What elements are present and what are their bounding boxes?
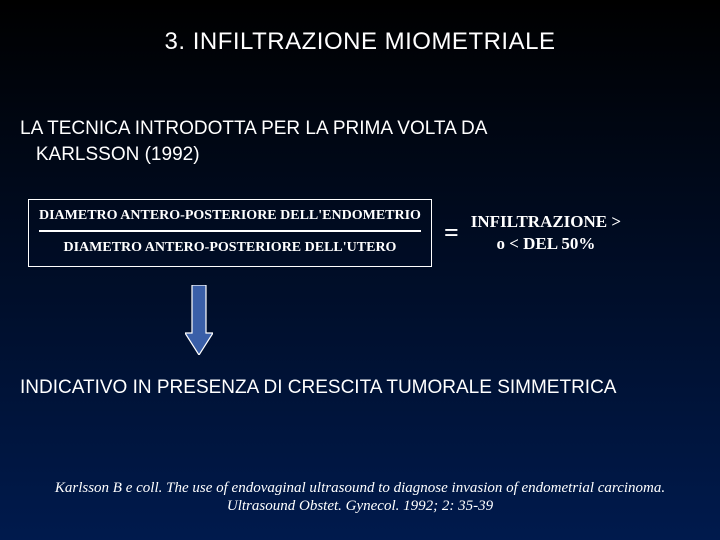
subtitle-line1: LA TECNICA INTRODOTTA PER LA PRIMA VOLTA… [20, 118, 487, 139]
subtitle: LA TECNICA INTRODOTTA PER LA PRIMA VOLTA… [0, 56, 720, 167]
note-text: INDICATIVO IN PRESENZA DI CRESCITA TUMOR… [0, 355, 720, 399]
result-line2: o < DEL 50% [496, 234, 595, 253]
formula-result: INFILTRAZIONE > o < DEL 50% [471, 211, 621, 255]
fraction-numerator: DIAMETRO ANTERO-POSTERIORE DELL'ENDOMETR… [39, 208, 421, 224]
subtitle-line2: KARLSSON (1992) [36, 144, 200, 165]
fraction-denominator: DIAMETRO ANTERO-POSTERIORE DELL'UTERO [64, 240, 397, 256]
citation: Karlsson B e coll. The use of endovagina… [0, 479, 720, 517]
down-arrow-icon [185, 285, 720, 355]
fraction-box: DIAMETRO ANTERO-POSTERIORE DELL'ENDOMETR… [28, 199, 432, 267]
fraction-line [39, 230, 421, 232]
equals-sign: = [444, 218, 459, 248]
formula-row: DIAMETRO ANTERO-POSTERIORE DELL'ENDOMETR… [0, 167, 720, 267]
citation-line2: Ultrasound Obstet. Gynecol. 1992; 2: 35-… [227, 498, 493, 514]
slide-title: 3. INFILTRAZIONE MIOMETRIALE [0, 0, 720, 56]
arrow-container [0, 267, 720, 355]
citation-line1: Karlsson B e coll. The use of endovagina… [55, 480, 665, 496]
result-line1: INFILTRAZIONE > [471, 212, 621, 231]
